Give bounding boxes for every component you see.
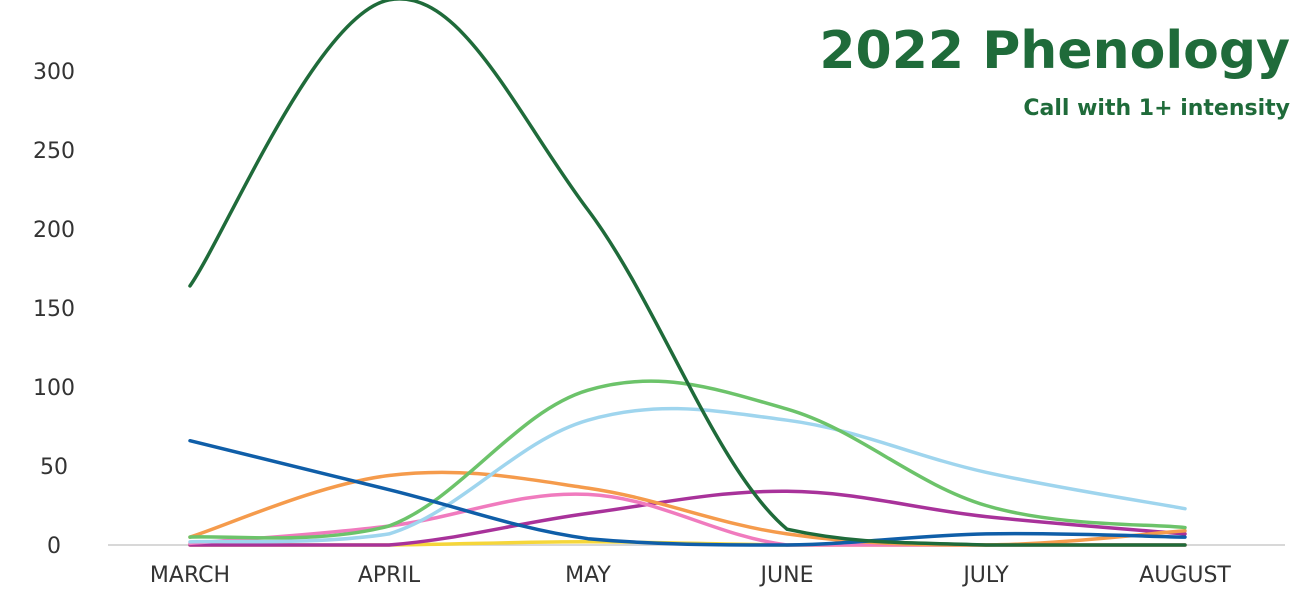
x-tick-july: JULY	[961, 563, 1009, 588]
y-axis-ticks: 0 50 100 150 200 250 300	[33, 60, 75, 559]
y-tick-100: 100	[33, 376, 75, 401]
series-line-1	[188, 379, 1187, 540]
x-tick-may: MAY	[565, 563, 611, 588]
y-tick-150: 150	[33, 297, 75, 322]
chart-subtitle: Call with 1+ intensity	[1023, 96, 1290, 121]
y-tick-0: 0	[47, 534, 61, 559]
series-lines	[188, 0, 1187, 547]
y-tick-250: 250	[33, 139, 75, 164]
x-tick-june: JUNE	[759, 563, 814, 588]
chart-title: 2022 Phenology	[819, 21, 1290, 81]
x-axis-ticks: MARCH APRIL MAY JUNE JULY AUGUST	[150, 563, 1231, 588]
series-line-0	[188, 0, 1187, 547]
series-line-4	[188, 492, 1187, 547]
x-tick-april: APRIL	[358, 563, 421, 588]
x-tick-august: AUGUST	[1139, 563, 1231, 588]
y-tick-200: 200	[33, 218, 75, 243]
y-tick-50: 50	[40, 455, 68, 480]
y-tick-300: 300	[33, 60, 75, 85]
series-line-6	[188, 438, 1187, 547]
x-tick-march: MARCH	[150, 563, 230, 588]
series-line-2	[188, 406, 1187, 544]
series-line-5	[188, 489, 1187, 547]
